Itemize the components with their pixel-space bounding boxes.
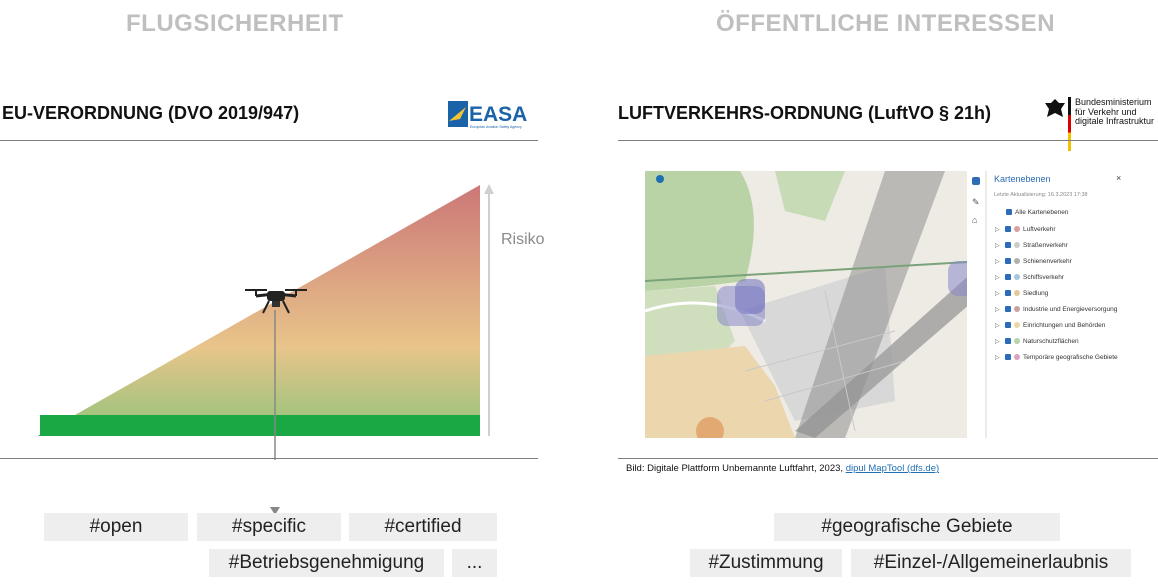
easa-logo-icon: EASA European Aviation Safety Agency (448, 101, 527, 129)
layer-color-dot (1014, 274, 1020, 280)
checkbox-icon (1005, 258, 1011, 264)
expand-icon: ▷ (995, 258, 1000, 265)
expand-icon: ▷ (995, 242, 1000, 249)
tag-einzel-allgemeinerlaubnis: #Einzel-/Allgemeinerlaubnis (851, 549, 1131, 577)
layer-label: Industrie und Energieversorgung (1023, 305, 1118, 313)
drone-icon (245, 289, 307, 314)
bmvi-logo: Bundesministerium für Verkehr und digita… (1043, 97, 1158, 151)
layer-schiffsverkehr[interactable]: ▷ Schiffsverkehr (995, 269, 1118, 285)
layer-naturschutz[interactable]: ▷ Naturschutzflächen (995, 333, 1118, 349)
expand-icon: ▷ (995, 274, 1000, 281)
pointer-arrowhead-icon (270, 507, 280, 515)
pencil-icon[interactable]: ✎ (972, 197, 980, 207)
layer-all-label: Alle Kartenebenen (1015, 208, 1069, 216)
section-title-oeffentliche-interessen: ÖFFENTLICHE INTERESSEN (716, 10, 1056, 37)
layer-label: Einrichtungen und Behörden (1023, 321, 1106, 329)
layer-color-dot (1014, 306, 1020, 312)
layer-einrichtungen[interactable]: ▷ Einrichtungen und Behörden (995, 317, 1118, 333)
map-canvas (645, 171, 985, 438)
tag-specific: #specific (197, 513, 341, 541)
tag-certified: #certified (349, 513, 497, 541)
layer-label: Straßenverkehr (1023, 241, 1068, 249)
layer-color-dot (1014, 258, 1020, 264)
green-band (40, 415, 480, 436)
expand-icon: ▷ (995, 322, 1000, 329)
eraser-icon[interactable]: ⌂ (972, 215, 978, 225)
layer-label: Naturschutzflächen (1023, 337, 1079, 345)
layers-tool-icon[interactable] (972, 177, 980, 185)
tag-more: ... (452, 549, 497, 577)
layers-panel-title: Kartenebenen (994, 174, 1051, 184)
layer-temporaer[interactable]: ▷ Temporäre geografische Gebiete (995, 349, 1118, 365)
layer-color-dot (1014, 290, 1020, 296)
expand-icon: ▷ (995, 290, 1000, 297)
easa-logo-text: EASA (469, 103, 527, 126)
ministry-line-3: digitale Infrastruktur (1075, 116, 1155, 126)
layer-color-dot (1014, 322, 1020, 328)
map-screenshot: ✎ ⌂ Kartenebenen × Letzte Aktualisierung… (645, 171, 1130, 438)
tag-open: #open (44, 513, 188, 541)
layers-panel: Kartenebenen × Letzte Aktualisierung: 16… (987, 171, 1130, 438)
expand-icon: ▷ (995, 306, 1000, 313)
checkbox-icon (1005, 338, 1011, 344)
caption-text: Bild: Digitale Plattform Unbemannte Luft… (626, 463, 846, 474)
right-bottom-rule (618, 458, 1158, 459)
ministry-line-1: Bundesministerium (1075, 97, 1152, 107)
checkbox-icon (1005, 226, 1011, 232)
layer-color-dot (1014, 242, 1020, 248)
tag-zustimmung: #Zustimmung (690, 549, 842, 577)
layer-list: ▷ Luftverkehr ▷ Straßenverkehr ▷ Schienenve… (995, 221, 1118, 365)
eagle-icon (1045, 99, 1065, 117)
tag-betriebsgenehmigung: #Betriebsgenehmigung (209, 549, 444, 577)
map-toolbar: ✎ ⌂ (967, 171, 985, 438)
risk-diagram (38, 184, 494, 460)
right-top-rule (618, 140, 1158, 141)
expand-icon: ▷ (995, 354, 1000, 361)
ministry-line-2: für Verkehr und (1075, 106, 1137, 117)
tag-geografische-gebiete: #geografische Gebiete (774, 513, 1060, 541)
layer-label: Schienenverkehr (1023, 257, 1072, 265)
checkbox-icon (1005, 274, 1011, 280)
layer-color-dot (1014, 226, 1020, 232)
easa-logo: EASA European Aviation Safety Agency (446, 99, 532, 131)
checkbox-icon (1005, 242, 1011, 248)
image-caption: Bild: Digitale Plattform Unbemannte Luft… (626, 463, 939, 474)
layer-label: Schiffsverkehr (1023, 273, 1065, 281)
expand-icon: ▷ (995, 338, 1000, 345)
left-bottom-rule (0, 458, 538, 459)
left-top-rule (0, 140, 538, 141)
layer-label: Siedlung (1023, 289, 1049, 297)
close-icon[interactable]: × (1116, 173, 1122, 183)
last-update: Letzte Aktualisierung: 16.3.2023 17:38 (994, 192, 1088, 198)
layer-label: Luftverkehr (1023, 225, 1056, 233)
layer-schienenverkehr[interactable]: ▷ Schienenverkehr (995, 253, 1118, 269)
risk-triangle (38, 185, 480, 436)
checkbox-icon[interactable] (1006, 209, 1012, 215)
eu-regulation-heading: EU-VERORDNUNG (DVO 2019/947) (2, 103, 300, 123)
layer-color-dot (1014, 338, 1020, 344)
layer-luftverkehr[interactable]: ▷ Luftverkehr (995, 221, 1118, 237)
risk-label: Risiko (501, 231, 545, 248)
luftvo-heading: LUFTVERKEHRS-ORDNUNG (LuftVO § 21h) (618, 103, 991, 123)
layer-strassenverkehr[interactable]: ▷ Straßenverkehr (995, 237, 1118, 253)
layer-all[interactable]: Alle Kartenebenen (1006, 204, 1069, 220)
expand-icon: ▷ (995, 226, 1000, 233)
layer-label: Temporäre geografische Gebiete (1023, 353, 1118, 361)
checkbox-icon (1005, 322, 1011, 328)
layer-siedlung[interactable]: ▷ Siedlung (995, 285, 1118, 301)
checkbox-icon (1005, 354, 1011, 360)
flag-bar (1068, 97, 1071, 151)
caption-link[interactable]: dipul MapTool (dfs.de) (845, 463, 940, 474)
layer-color-dot (1014, 354, 1020, 360)
checkbox-icon (1005, 306, 1011, 312)
section-title-flugsicherheit: FLUGSICHERHEIT (126, 10, 344, 37)
layer-industrie[interactable]: ▷ Industrie und Energieversorgung (995, 301, 1118, 317)
checkbox-icon (1005, 290, 1011, 296)
easa-logo-subtext: European Aviation Safety Agency (470, 125, 522, 129)
